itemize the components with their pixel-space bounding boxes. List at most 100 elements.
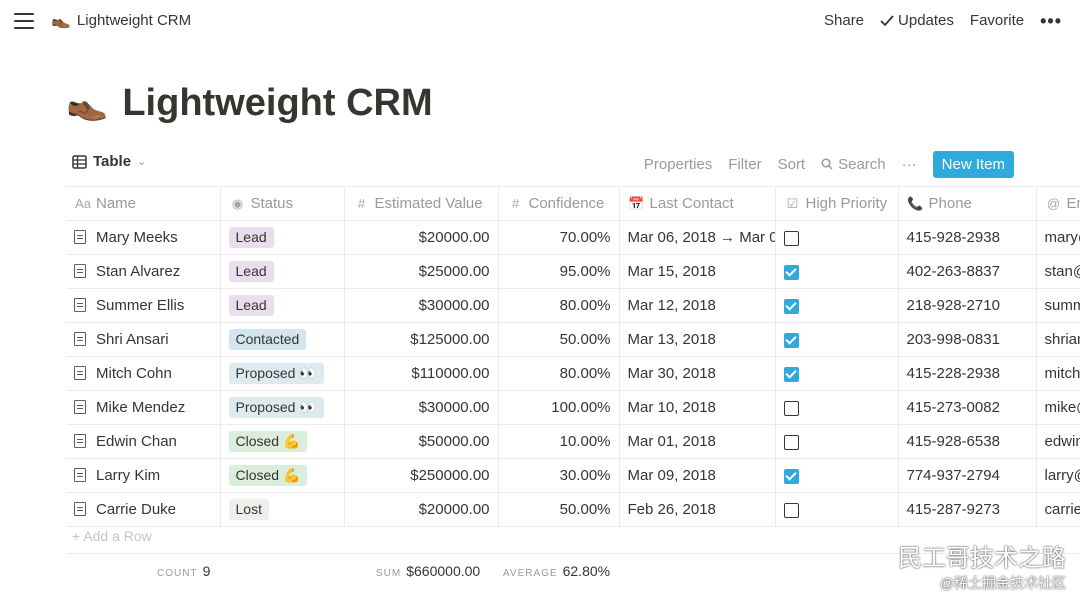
email-cell[interactable]: stan@ [1036, 254, 1080, 289]
estimated-value-cell[interactable]: $25000.00 [344, 254, 499, 289]
status-cell[interactable]: Lead [220, 220, 345, 255]
average-calculation[interactable]: AVERAGE 62.80% [503, 563, 610, 579]
view-more-icon[interactable]: ··· [901, 155, 917, 173]
confidence-cell[interactable]: 80.00% [498, 288, 620, 323]
last-contact-cell[interactable]: Mar 06, 2018 → Mar 0 [619, 220, 776, 255]
status-cell[interactable]: Closed 💪 [220, 424, 345, 459]
status-cell[interactable]: Proposed 👀 [220, 356, 345, 391]
estimated-value-cell[interactable]: $250000.00 [344, 458, 499, 493]
high-priority-cell[interactable] [775, 220, 899, 255]
email-cell[interactable]: mitch [1036, 356, 1080, 391]
email-cell[interactable]: edwin [1036, 424, 1080, 459]
estimated-value-cell[interactable]: $30000.00 [344, 288, 499, 323]
email-cell[interactable]: mary@ [1036, 220, 1080, 255]
status-cell[interactable]: Proposed 👀 [220, 390, 345, 425]
confidence-cell[interactable]: 30.00% [498, 458, 620, 493]
high-priority-checkbox[interactable] [783, 502, 799, 518]
high-priority-checkbox[interactable] [783, 400, 799, 416]
table-row[interactable]: Shri Ansari Contacted $125000.00 50.00% Mar … [66, 322, 1080, 357]
new-item-button[interactable]: New Item [932, 150, 1014, 178]
last-contact-cell[interactable]: Feb 26, 2018 [619, 492, 776, 527]
phone-cell[interactable]: 415-928-2938 [898, 220, 1037, 255]
email-cell[interactable]: mike@ [1036, 390, 1080, 425]
add-row-button[interactable]: + Add a Row [72, 528, 152, 544]
phone-cell[interactable]: 415-273-0082 [898, 390, 1037, 425]
status-cell[interactable]: Contacted [220, 322, 345, 357]
column-header-name[interactable]: Aa Name [66, 186, 221, 221]
confidence-cell[interactable]: 10.00% [498, 424, 620, 459]
confidence-cell[interactable]: 95.00% [498, 254, 620, 289]
high-priority-checkbox[interactable] [783, 298, 799, 314]
estimated-value-cell[interactable]: $20000.00 [344, 492, 499, 527]
name-cell[interactable]: Summer Ellis [66, 288, 221, 323]
table-row[interactable]: Carrie Duke Lost $20000.00 50.00% Feb 26, 20… [66, 492, 1080, 527]
phone-cell[interactable]: 415-287-9273 [898, 492, 1037, 527]
confidence-cell[interactable]: 70.00% [498, 220, 620, 255]
email-cell[interactable]: larry@ [1036, 458, 1080, 493]
email-cell[interactable]: summ [1036, 288, 1080, 323]
estimated-value-cell[interactable]: $20000.00 [344, 220, 499, 255]
high-priority-checkbox[interactable] [783, 332, 799, 348]
last-contact-cell[interactable]: Mar 10, 2018 [619, 390, 776, 425]
estimated-value-cell[interactable]: $110000.00 [344, 356, 499, 391]
properties-button[interactable]: Properties [643, 155, 713, 173]
phone-cell[interactable]: 218-928-2710 [898, 288, 1037, 323]
phone-cell[interactable]: 415-928-6538 [898, 424, 1037, 459]
high-priority-checkbox[interactable] [783, 468, 799, 484]
name-cell[interactable]: Mike Mendez [66, 390, 221, 425]
column-header-phone[interactable]: 📞 Phone [898, 186, 1037, 221]
estimated-value-cell[interactable]: $50000.00 [344, 424, 499, 459]
last-contact-cell[interactable]: Mar 09, 2018 [619, 458, 776, 493]
name-cell[interactable]: Edwin Chan [66, 424, 221, 459]
last-contact-cell[interactable]: Mar 13, 2018 [619, 322, 776, 357]
high-priority-cell[interactable] [775, 356, 899, 391]
high-priority-cell[interactable] [775, 322, 899, 357]
sort-button[interactable]: Sort [777, 155, 806, 173]
last-contact-cell[interactable]: Mar 01, 2018 [619, 424, 776, 459]
phone-cell[interactable]: 402-263-8837 [898, 254, 1037, 289]
status-cell[interactable]: Lost [220, 492, 345, 527]
confidence-cell[interactable]: 50.00% [498, 492, 620, 527]
column-header-last-contact[interactable]: 📅 Last Contact [619, 186, 776, 221]
filter-button[interactable]: Filter [728, 155, 762, 173]
table-row[interactable]: Mitch Cohn Proposed 👀 $110000.00 80.00% Mar … [66, 356, 1080, 391]
estimated-value-cell[interactable]: $125000.00 [344, 322, 499, 357]
high-priority-cell[interactable] [775, 288, 899, 323]
last-contact-cell[interactable]: Mar 15, 2018 [619, 254, 776, 289]
email-cell[interactable]: shrian [1036, 322, 1080, 357]
high-priority-cell[interactable] [775, 424, 899, 459]
high-priority-checkbox[interactable] [783, 366, 799, 382]
confidence-cell[interactable]: 80.00% [498, 356, 620, 391]
more-options-icon[interactable]: ••• [1040, 11, 1062, 31]
high-priority-cell[interactable] [775, 492, 899, 527]
phone-cell[interactable]: 774-937-2794 [898, 458, 1037, 493]
sum-calculation[interactable]: SUM $660000.00 [376, 563, 480, 579]
view-selector[interactable]: Table ⌄ [72, 153, 146, 170]
count-calculation[interactable]: COUNT 9 [157, 563, 210, 579]
name-cell[interactable]: Stan Alvarez [66, 254, 221, 289]
high-priority-checkbox[interactable] [783, 264, 799, 280]
confidence-cell[interactable]: 50.00% [498, 322, 620, 357]
column-header-high-priority[interactable]: ☑ High Priority [775, 186, 899, 221]
status-cell[interactable]: Lead [220, 288, 345, 323]
high-priority-checkbox[interactable] [783, 434, 799, 450]
status-cell[interactable]: Lead [220, 254, 345, 289]
table-row[interactable]: Mary Meeks Lead $20000.00 70.00% Mar 06, 201… [66, 220, 1080, 255]
estimated-value-cell[interactable]: $30000.00 [344, 390, 499, 425]
phone-cell[interactable]: 415-228-2938 [898, 356, 1037, 391]
confidence-cell[interactable]: 100.00% [498, 390, 620, 425]
name-cell[interactable]: Mary Meeks [66, 220, 221, 255]
column-header-confidence[interactable]: # Confidence [498, 186, 620, 221]
high-priority-cell[interactable] [775, 390, 899, 425]
page-title[interactable]: Lightweight CRM [122, 82, 433, 124]
favorite-button[interactable]: Favorite [969, 12, 1025, 29]
name-cell[interactable]: Mitch Cohn [66, 356, 221, 391]
last-contact-cell[interactable]: Mar 12, 2018 [619, 288, 776, 323]
search-button[interactable]: Search [821, 156, 886, 173]
high-priority-cell[interactable] [775, 254, 899, 289]
phone-cell[interactable]: 203-998-0831 [898, 322, 1037, 357]
name-cell[interactable]: Shri Ansari [66, 322, 221, 357]
status-cell[interactable]: Closed 💪 [220, 458, 345, 493]
updates-button[interactable]: Updates [880, 11, 954, 31]
table-row[interactable]: Stan Alvarez Lead $25000.00 95.00% Mar 15, 2… [66, 254, 1080, 289]
